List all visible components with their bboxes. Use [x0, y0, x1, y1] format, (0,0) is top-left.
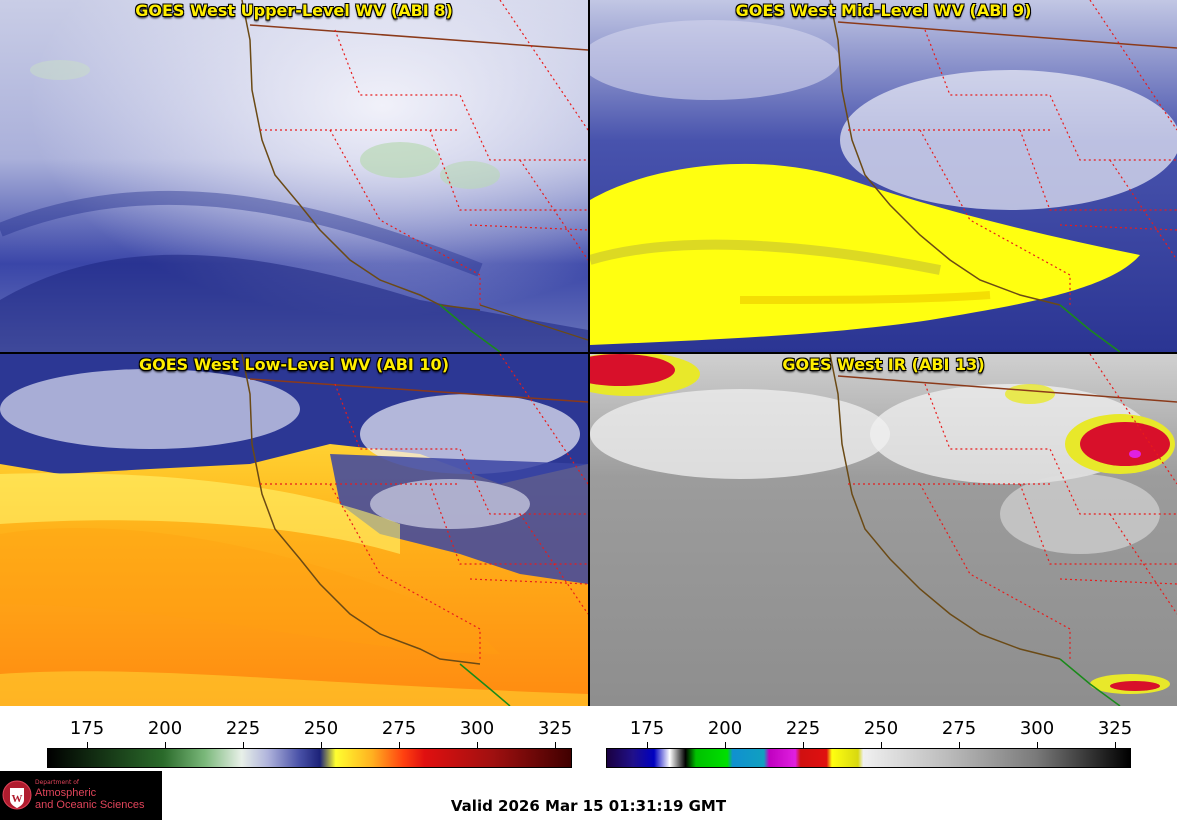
- wv-tick-label: 175: [69, 718, 105, 739]
- logo-dept-text: Department of: [35, 779, 79, 786]
- ir-tick-label: 275: [941, 718, 977, 739]
- panel-mid-level-wv: GOES West Mid-Level WV (ABI 9): [590, 0, 1177, 352]
- ir-image: [590, 354, 1177, 706]
- wv-tick-label: 325: [537, 718, 573, 739]
- ir-tick-label: 325: [1097, 718, 1133, 739]
- panel-title: GOES West IR (ABI 13): [782, 355, 985, 374]
- wv-tick-label: 225: [225, 718, 261, 739]
- panel-low-level-wv: GOES West Low-Level WV (ABI 10): [0, 354, 588, 706]
- uw-crest-icon: W: [2, 780, 32, 810]
- low-level-wv-image: [0, 354, 588, 706]
- logo-name-line2: and Oceanic Sciences: [35, 799, 145, 811]
- infrared-colorbar: [606, 748, 1131, 768]
- panel-divider-horizontal: [0, 352, 1177, 354]
- svg-text:W: W: [12, 793, 23, 805]
- upper-level-wv-image: [0, 0, 588, 352]
- ir-tick-label: 250: [863, 718, 899, 739]
- valid-time: Valid 2026 Mar 15 01:31:19 GMT: [450, 797, 727, 815]
- wv-colorbar-labels: 175 200 225 250 275 300 325: [0, 718, 590, 740]
- logo-name-text: Atmospheric and Oceanic Sciences: [35, 787, 144, 811]
- water-vapor-colorbar: [47, 748, 572, 768]
- logo-name-line1: Atmospheric: [35, 787, 97, 799]
- wv-tick-label: 275: [381, 718, 417, 739]
- ir-tick-label: 200: [707, 718, 743, 739]
- mid-level-wv-image: [590, 0, 1177, 352]
- ir-colorbar-labels: 175 200 225 250 275 300 325: [590, 718, 1177, 740]
- aos-logo: W Department of Atmospheric and Oceanic …: [0, 771, 162, 820]
- panel-upper-level-wv: GOES West Upper-Level WV (ABI 8): [0, 0, 588, 352]
- ir-tick-label: 175: [629, 718, 665, 739]
- panel-title: GOES West Mid-Level WV (ABI 9): [735, 1, 1032, 20]
- wv-tick-label: 250: [303, 718, 339, 739]
- ir-tick-label: 225: [785, 718, 821, 739]
- panel-title: GOES West Low-Level WV (ABI 10): [138, 355, 449, 374]
- wv-tick-label: 200: [147, 718, 183, 739]
- panel-title: GOES West Upper-Level WV (ABI 8): [135, 1, 453, 20]
- wv-tick-label: 300: [459, 718, 495, 739]
- ir-tick-label: 300: [1019, 718, 1055, 739]
- panel-ir: GOES West IR (ABI 13): [590, 354, 1177, 706]
